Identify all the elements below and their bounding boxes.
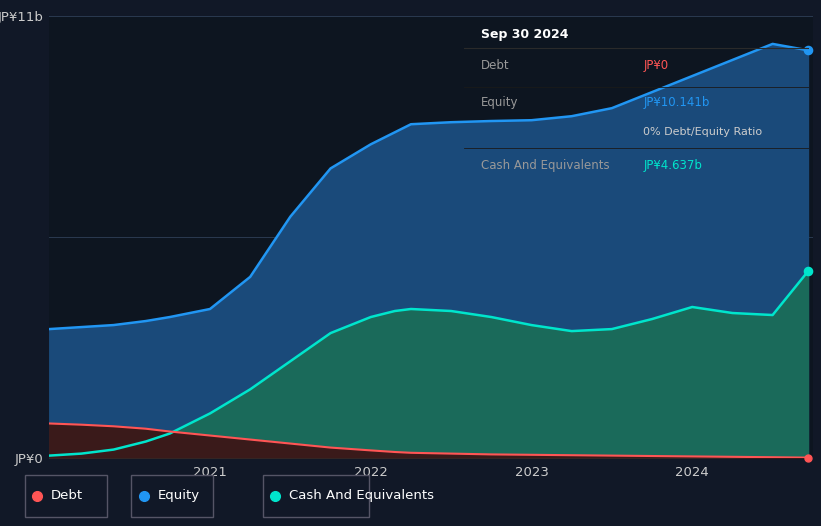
Text: Equity: Equity [481, 96, 519, 109]
Point [801, 46, 814, 55]
Text: Cash And Equivalents: Cash And Equivalents [481, 159, 610, 172]
Text: Cash And Equivalents: Cash And Equivalents [289, 489, 434, 502]
Text: Sep 30 2024: Sep 30 2024 [481, 28, 569, 42]
Text: JP¥4.637b: JP¥4.637b [643, 159, 702, 172]
Text: Debt: Debt [51, 489, 83, 502]
Point [801, 267, 814, 276]
Point [801, 453, 814, 462]
Text: Debt: Debt [481, 59, 510, 72]
Text: JP¥0: JP¥0 [643, 59, 668, 72]
Text: Equity: Equity [158, 489, 200, 502]
Text: 0% Debt/Equity Ratio: 0% Debt/Equity Ratio [643, 127, 762, 137]
Text: JP¥10.141b: JP¥10.141b [643, 96, 709, 109]
